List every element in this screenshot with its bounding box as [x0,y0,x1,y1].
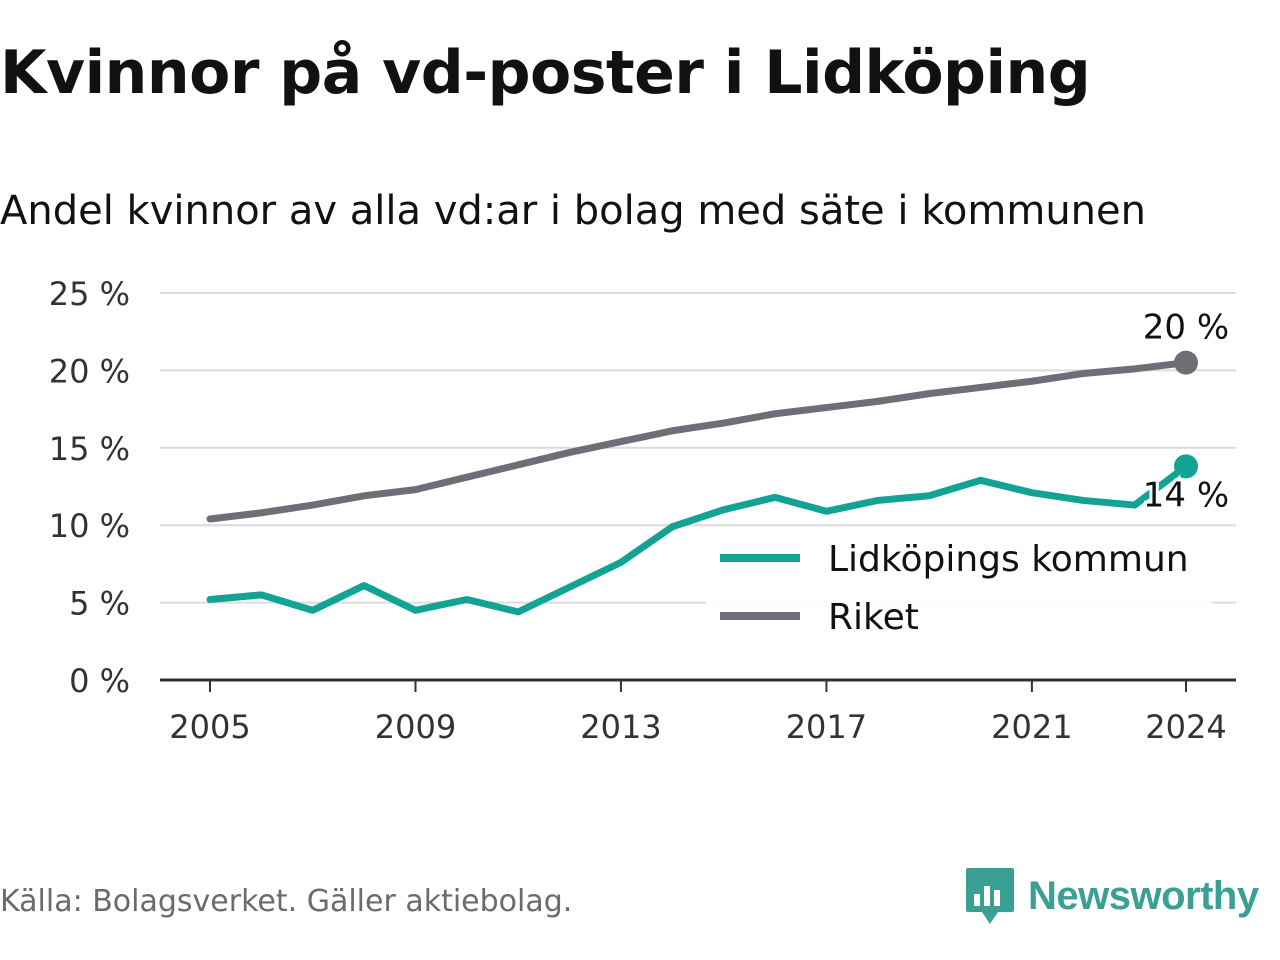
y-axis-tick-labels: 0 % 5 % 10 % 15 % 20 % 25 % [49,275,130,700]
bar-chart-speech-bubble-icon [966,868,1014,924]
series-line [206,359,1190,523]
x-tick-label: 2017 [786,708,867,746]
chart-title: Kvinnor på vd-poster i Lidköping [0,38,1091,108]
legend-background [706,530,1212,642]
x-tick-label: 2009 [375,708,456,746]
line-chart: 0 %5 %10 %15 %20 %25 % 2005 2009 2013 2017 2… [49,275,1236,746]
y-tick-label: 10 % [49,507,130,545]
legend: Lidköpings kommun Riket [706,530,1212,642]
chart-subtitle: Andel kvinnor av alla vd:ar i bolag med … [0,188,1146,234]
end-value-label: 20 % [1143,308,1229,348]
y-tick-label: 25 % [49,275,130,313]
x-tick-label: 2021 [991,708,1072,746]
brand-logo: Newsworthy [964,864,1259,928]
legend-label: Lidköpings kommun [828,539,1189,580]
legend-label: Riket [828,597,919,638]
y-tick-label: 0 % [69,662,130,700]
end-value-label: 14 % [1143,475,1229,515]
end-point-marker [1174,350,1198,375]
x-axis: 2005 2009 2013 2017 2021 2024 [160,678,1236,746]
y-tick-label: 15 % [49,430,130,468]
series-line [206,462,1190,616]
x-tick-label: 2005 [169,708,250,746]
source-note: Källa: Bolagsverket. Gäller aktiebolag. [0,884,573,919]
y-tick-label: 5 % [69,585,130,623]
y-tick-label: 20 % [49,352,130,390]
end-point-marker [1174,454,1198,479]
gridlines [160,292,1236,604]
end-value-labels: 14 % 20 % [1140,305,1232,519]
x-tick-label: 2024 [1145,708,1226,746]
x-tick-label: 2013 [580,708,661,746]
series-lines [206,350,1198,616]
brand-name: Newsworthy [1028,873,1259,918]
